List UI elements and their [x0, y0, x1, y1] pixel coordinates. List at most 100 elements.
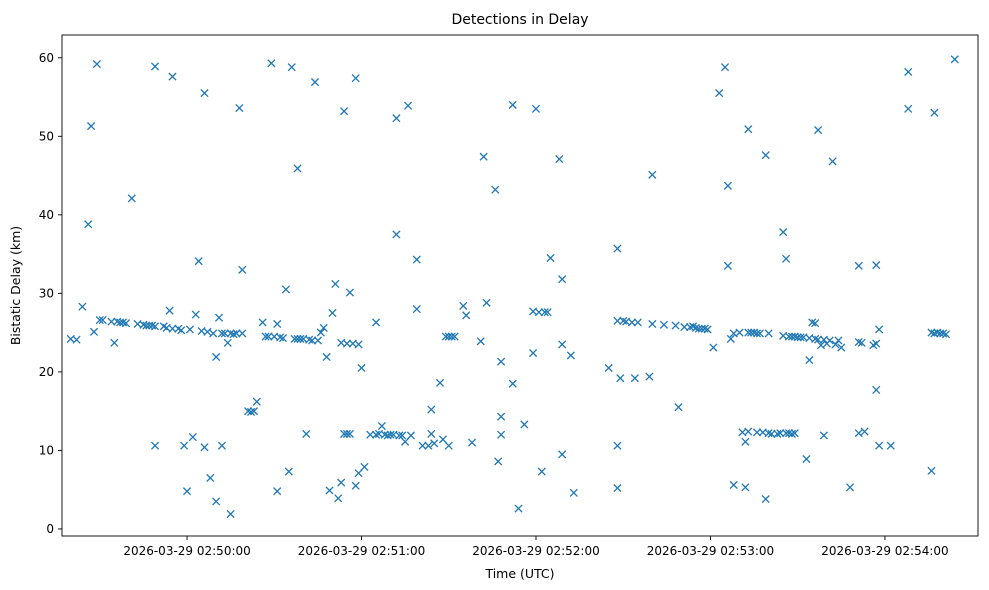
data-point: [444, 332, 453, 341]
data-point: [930, 108, 939, 117]
data-point: [150, 322, 160, 331]
data-point: [872, 339, 881, 348]
y-axis-label: Bistatic Delay (km): [8, 226, 23, 345]
data-point: [613, 244, 622, 253]
data-point: [380, 430, 389, 439]
data-point: [252, 397, 261, 406]
data-point: [875, 325, 884, 334]
data-point: [406, 431, 416, 440]
data-point: [340, 107, 349, 116]
data-point: [121, 319, 131, 328]
data-point: [828, 157, 837, 166]
y-tick-label: 40: [39, 208, 54, 222]
data-point: [752, 428, 762, 437]
chart-title: Detections in Delay: [451, 12, 588, 28]
data-point: [497, 412, 506, 421]
data-point: [412, 255, 421, 264]
x-tick-label: 2026-03-29 02:54:00: [821, 544, 948, 558]
data-point: [825, 336, 834, 345]
data-point: [715, 89, 724, 98]
data-point: [226, 329, 235, 338]
data-point: [351, 481, 360, 490]
data-point: [403, 101, 413, 110]
data-point: [566, 351, 575, 360]
data-point: [497, 430, 506, 439]
x-tick-label: 2026-03-29 02:52:00: [472, 544, 599, 558]
data-point: [412, 304, 421, 314]
data-point: [98, 315, 107, 325]
data-point: [720, 63, 730, 72]
data-point: [616, 374, 625, 383]
data-point: [249, 407, 258, 416]
data-point: [886, 441, 895, 450]
data-point: [267, 59, 276, 68]
data-point: [398, 431, 407, 440]
data-point: [819, 431, 828, 440]
data-point: [444, 441, 453, 450]
data-point: [418, 441, 427, 450]
data-point: [217, 441, 226, 450]
data-point: [904, 104, 913, 113]
data-point: [293, 334, 302, 343]
data-point: [761, 151, 770, 160]
data-point: [435, 378, 445, 387]
data-point: [767, 429, 776, 438]
data-point: [761, 495, 770, 504]
data-point: [930, 329, 939, 338]
data-point: [438, 435, 447, 444]
data-point: [543, 308, 552, 317]
data-point: [671, 321, 680, 330]
data-point: [558, 275, 567, 284]
data-point: [316, 328, 325, 337]
data-point: [345, 288, 354, 297]
data-point: [217, 329, 226, 338]
data-point: [872, 385, 881, 395]
data-point: [360, 462, 369, 471]
data-point: [188, 432, 197, 442]
data-point: [814, 335, 823, 344]
data-point: [482, 298, 491, 307]
data-point: [89, 327, 99, 336]
data-point: [182, 487, 192, 496]
data-point: [293, 164, 302, 173]
data-point: [613, 316, 622, 325]
data-point: [92, 59, 101, 69]
data-point: [790, 429, 799, 438]
data-point: [351, 74, 360, 83]
data-point: [110, 338, 119, 347]
data-point: [371, 430, 381, 439]
data-point: [808, 318, 817, 327]
data-point: [633, 318, 642, 327]
data-point: [310, 78, 320, 87]
data-point: [741, 483, 750, 492]
data-point: [206, 473, 215, 482]
data-point: [424, 441, 433, 450]
data-point: [223, 338, 232, 347]
data-point: [238, 265, 247, 274]
data-point: [604, 363, 613, 373]
data-point: [802, 454, 811, 464]
data-point: [939, 329, 948, 338]
data-point: [165, 306, 174, 315]
data-point: [520, 420, 529, 429]
data-point: [613, 484, 622, 493]
data-point: [354, 469, 363, 478]
data-point: [927, 328, 936, 337]
data-point: [345, 429, 354, 438]
data-point: [680, 323, 689, 332]
data-point: [287, 63, 296, 72]
data-point: [354, 340, 363, 349]
data-point: [142, 321, 151, 330]
data-point: [258, 318, 267, 327]
data-point: [177, 326, 186, 335]
data-point: [674, 403, 683, 412]
data-point: [232, 329, 241, 338]
data-point: [537, 467, 546, 476]
data-point: [787, 429, 796, 438]
data-point: [244, 407, 253, 416]
data-point: [941, 330, 951, 339]
data-point: [540, 308, 549, 317]
data-point: [212, 497, 221, 506]
data-point: [427, 405, 436, 414]
